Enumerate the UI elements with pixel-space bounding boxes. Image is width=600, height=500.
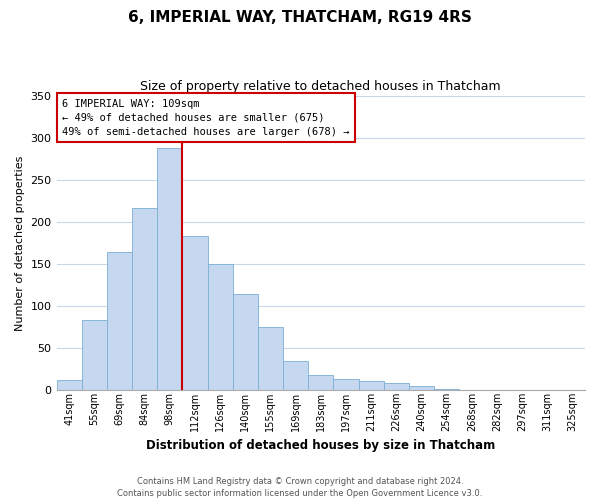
Bar — [434, 388, 459, 390]
Title: Size of property relative to detached houses in Thatcham: Size of property relative to detached ho… — [140, 80, 501, 93]
Bar — [56, 380, 82, 390]
Bar — [308, 375, 334, 390]
Bar — [359, 381, 383, 390]
Bar — [82, 320, 107, 390]
Bar — [334, 378, 359, 390]
Bar — [182, 236, 208, 390]
Text: 6 IMPERIAL WAY: 109sqm
← 49% of detached houses are smaller (675)
49% of semi-de: 6 IMPERIAL WAY: 109sqm ← 49% of detached… — [62, 98, 349, 136]
X-axis label: Distribution of detached houses by size in Thatcham: Distribution of detached houses by size … — [146, 440, 496, 452]
Bar — [157, 148, 182, 390]
Text: Contains HM Land Registry data © Crown copyright and database right 2024.
Contai: Contains HM Land Registry data © Crown c… — [118, 476, 482, 498]
Text: 6, IMPERIAL WAY, THATCHAM, RG19 4RS: 6, IMPERIAL WAY, THATCHAM, RG19 4RS — [128, 10, 472, 25]
Y-axis label: Number of detached properties: Number of detached properties — [15, 156, 25, 330]
Bar — [383, 383, 409, 390]
Bar — [283, 361, 308, 390]
Bar — [107, 252, 132, 390]
Bar — [132, 208, 157, 390]
Bar — [258, 327, 283, 390]
Bar — [208, 264, 233, 390]
Bar — [409, 386, 434, 390]
Bar — [233, 294, 258, 390]
